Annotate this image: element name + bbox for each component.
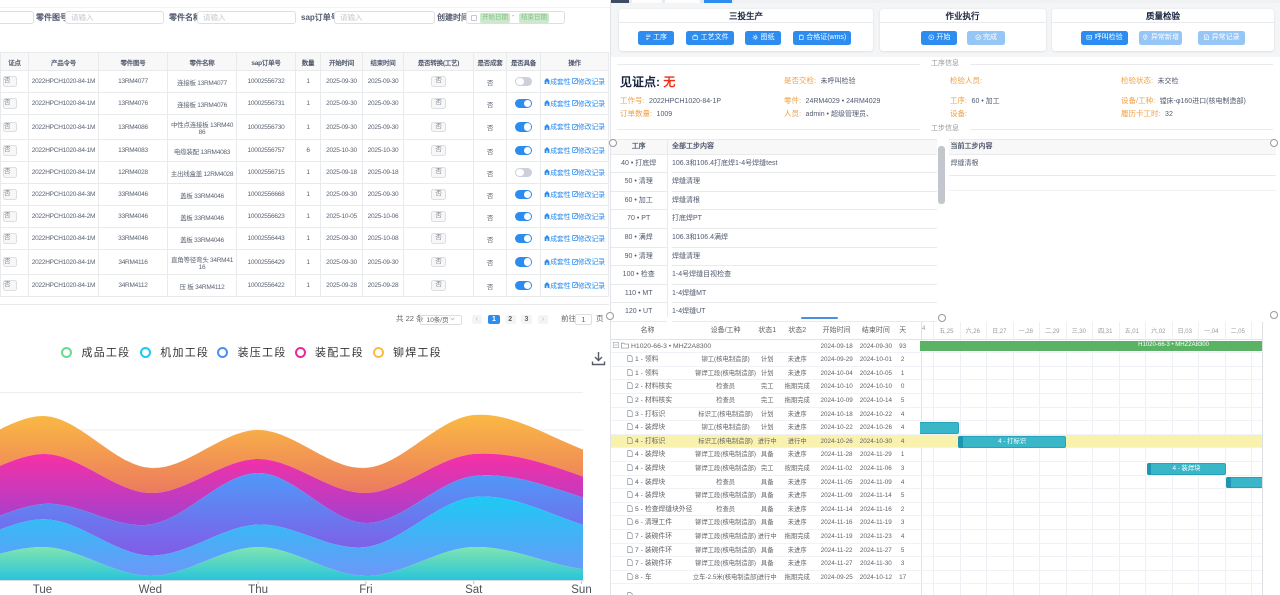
svg-text:Fri: Fri <box>359 584 372 595</box>
svg-text:Tue: Tue <box>33 584 52 595</box>
svg-text:Wed: Wed <box>139 584 162 595</box>
svg-text:Sat: Sat <box>465 584 483 595</box>
svg-text:Thu: Thu <box>248 584 268 595</box>
svg-text:Sun: Sun <box>571 584 591 595</box>
